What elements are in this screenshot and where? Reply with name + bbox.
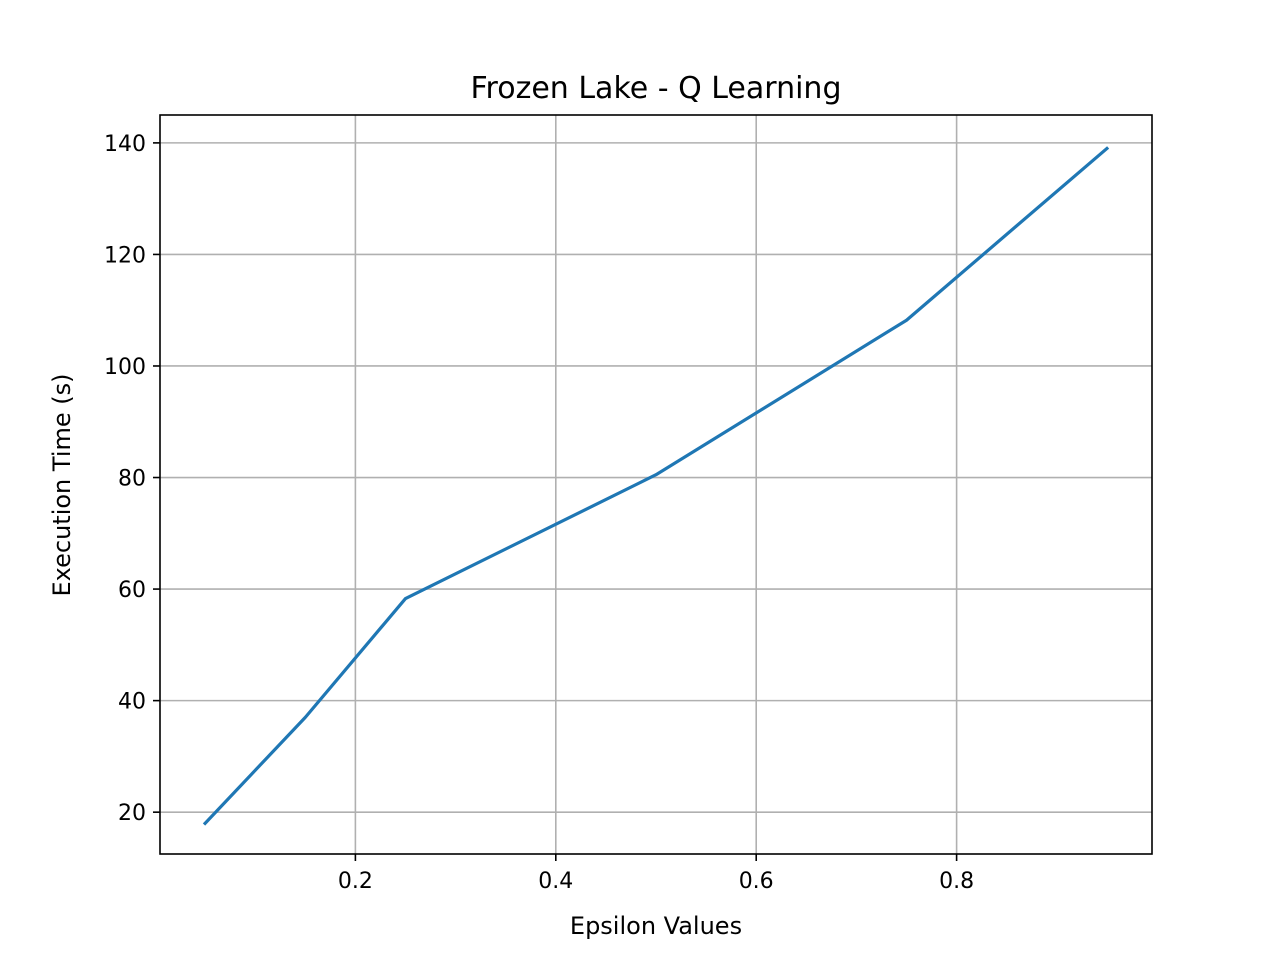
y-tick-label: 100 [104, 355, 146, 380]
vertical-gridlines [354, 115, 958, 854]
y-tick-label: 40 [118, 690, 146, 715]
plot-background [160, 115, 1152, 854]
y-axis-label: Execution Time (s) [48, 374, 76, 597]
y-tick-label: 20 [118, 801, 146, 826]
x-tick-label: 0.8 [939, 869, 974, 894]
y-tick-label: 80 [118, 467, 146, 492]
plot-frame [159, 114, 1153, 855]
x-axis-ticks: 0.2 0.4 0.6 0.8 [338, 854, 974, 894]
horizontal-gridlines [160, 142, 1152, 813]
x-tick-label: 0.2 [338, 869, 373, 894]
x-axis-label: Epsilon Values [570, 912, 742, 940]
y-axis-ticks: 20 40 60 80 100 120 140 [104, 132, 160, 826]
y-tick-label: 120 [104, 243, 146, 268]
y-tick-label: 140 [104, 132, 146, 157]
series-layer [202, 146, 1110, 826]
y-tick-label: 60 [118, 578, 146, 603]
x-tick-label: 0.4 [538, 869, 573, 894]
series-line [202, 146, 1110, 826]
chart-title: Frozen Lake - Q Learning [470, 71, 841, 106]
x-tick-label: 0.6 [739, 869, 774, 894]
